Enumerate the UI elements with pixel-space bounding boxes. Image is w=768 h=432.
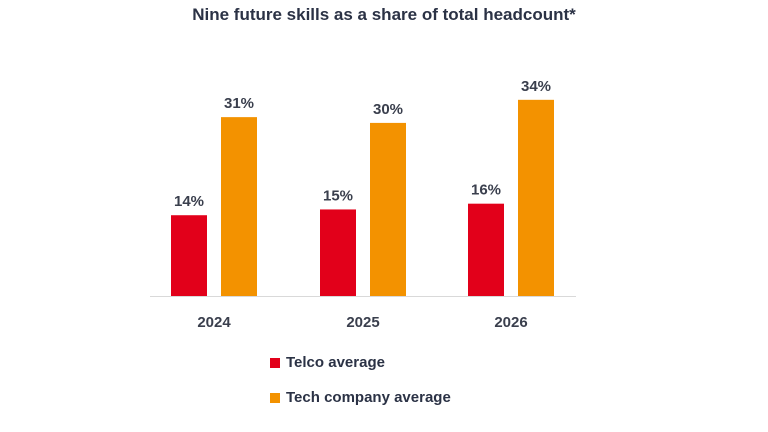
data-label: 31%: [224, 95, 254, 112]
bar-2025-telco: [320, 209, 356, 296]
x-tick-label: 2026: [494, 314, 527, 331]
bar-2025-tech: [370, 122, 406, 297]
data-label: 30%: [373, 101, 403, 118]
data-label: 34%: [521, 78, 551, 95]
legend-swatch-tech: [270, 392, 280, 403]
bar-2024-telco: [171, 215, 207, 296]
legend-item-tech: Tech company average: [270, 389, 451, 406]
bar-2026-telco: [468, 203, 504, 296]
legend-label-telco: Telco average: [286, 354, 385, 371]
x-tick-label: 2024: [197, 314, 231, 331]
chart-title: Nine future skills as a share of total h…: [192, 5, 576, 24]
legend-swatch-telco: [270, 357, 280, 368]
legend-label-tech: Tech company average: [286, 389, 451, 406]
bar-2026-tech: [518, 99, 554, 296]
bar-2024-tech: [221, 117, 257, 296]
data-label: 16%: [471, 182, 501, 199]
data-label: 15%: [323, 187, 353, 204]
data-label: 14%: [174, 193, 204, 210]
legend-item-telco: Telco average: [270, 354, 385, 371]
x-tick-label: 2025: [346, 314, 379, 331]
